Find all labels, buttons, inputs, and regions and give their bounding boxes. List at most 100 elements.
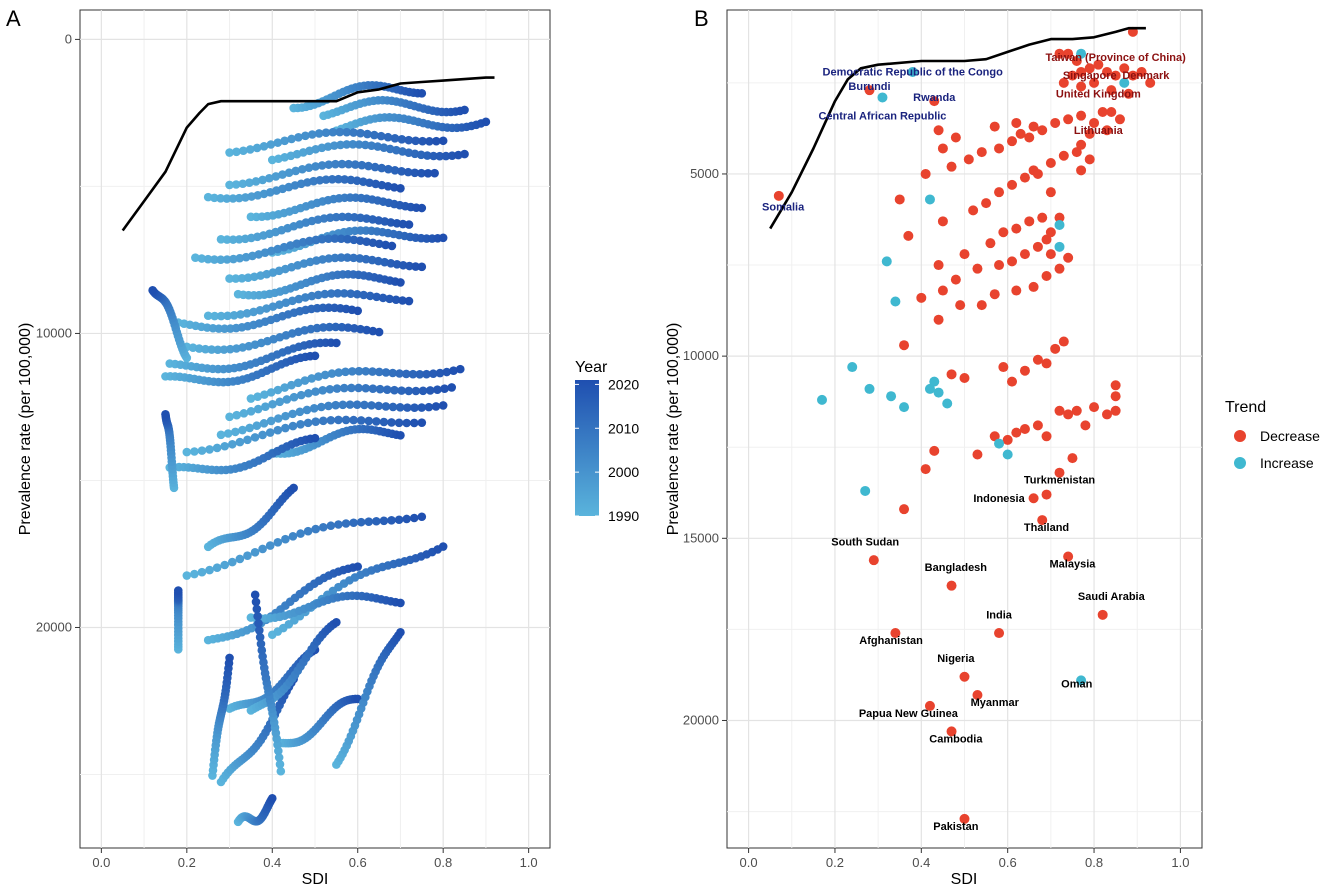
decrease-point: [1054, 467, 1065, 478]
decrease-point: [1041, 234, 1052, 245]
decrease-point: [1089, 77, 1100, 88]
frontier-line-b: [769, 26, 1146, 230]
decrease-point: [899, 504, 910, 515]
trajectory-point: [201, 344, 210, 354]
trajectory-point: [258, 430, 267, 440]
trajectory-point: [435, 368, 445, 378]
decrease-point: [1032, 168, 1043, 179]
decrease-point: [972, 263, 983, 274]
trajectory-point: [298, 164, 307, 174]
decrease-point: [946, 580, 957, 591]
country-label: Thailand: [1024, 522, 1069, 534]
trajectory-point: [449, 366, 458, 376]
trajectory-point: [438, 401, 448, 410]
decrease-point: [1050, 343, 1061, 354]
trajectory-point: [251, 597, 261, 607]
y-axis-title-b: Prevalence rate (per 100,000): [665, 323, 682, 536]
trajectory-point: [255, 626, 264, 635]
trajectory-point: [357, 160, 367, 170]
trajectory-point: [455, 364, 465, 374]
trajectory-point: [376, 131, 386, 141]
decrease-point: [1076, 81, 1087, 92]
trajectory-point: [460, 105, 469, 115]
trajectory-point: [411, 136, 420, 146]
trajectory-point: [396, 184, 405, 193]
legend-increase-label: Increase: [1260, 455, 1314, 471]
trajectory-point: [349, 415, 358, 425]
trajectory-point: [275, 397, 285, 407]
trajectory-point: [324, 160, 334, 169]
decrease-point: [998, 362, 1009, 373]
decrease-point: [998, 227, 1009, 238]
trajectory-point: [433, 385, 442, 395]
trajectory-point: [372, 292, 381, 302]
trajectory-point: [447, 151, 457, 161]
trajectory-point: [252, 421, 262, 431]
decrease-point: [1002, 434, 1013, 445]
trajectory-point: [191, 253, 200, 262]
decrease-point: [1041, 358, 1052, 369]
trajectory-point: [435, 151, 445, 161]
trajectory-point: [359, 290, 368, 300]
decrease-point: [937, 216, 948, 227]
trajectory-point: [312, 323, 322, 333]
trajectory-point: [481, 117, 491, 127]
trajectory-point: [205, 565, 214, 575]
trajectory-point: [235, 253, 245, 263]
decrease-point: [1114, 114, 1125, 125]
trajectory-point: [424, 402, 434, 412]
trajectory-point: [326, 289, 336, 298]
decrease-point: [1054, 263, 1065, 274]
x-tick-label: 1.0: [1171, 855, 1189, 870]
country-label: Taiwan (Province of China): [1045, 52, 1186, 64]
country-label: Afghanistan: [859, 635, 923, 647]
trajectory-point: [417, 512, 427, 522]
trajectory-point: [275, 759, 285, 769]
trajectory-point: [207, 345, 216, 354]
trajectory-point: [326, 521, 336, 531]
trajectory-point: [288, 421, 298, 431]
legend-year: Year 2020 2010 2000 1990: [575, 359, 639, 524]
trajectory-point: [305, 236, 314, 246]
trajectory-point: [379, 516, 389, 526]
country-label: Democratic Republic of the Congo: [823, 67, 1004, 79]
increase-point: [1054, 241, 1065, 252]
trajectory-point: [231, 427, 240, 437]
trajectory-point: [250, 590, 260, 600]
increase-point: [1076, 675, 1087, 686]
trajectory-point: [374, 239, 384, 249]
trajectory-point: [387, 516, 396, 525]
decrease-point: [1084, 128, 1095, 139]
trajectory-point: [317, 234, 327, 244]
increase-point: [924, 383, 935, 394]
trajectory-point: [377, 163, 387, 173]
trajectory-point: [273, 538, 283, 547]
y-tick-label: 10000: [36, 325, 72, 340]
decrease-point: [946, 369, 957, 380]
trajectory-point: [361, 366, 371, 376]
trajectory-point: [401, 369, 411, 379]
trajectory-point: [460, 149, 469, 159]
decrease-point: [1097, 107, 1108, 118]
trajectory-point: [251, 177, 261, 186]
trajectory-point: [287, 134, 296, 144]
decrease-point: [920, 168, 931, 179]
trajectory-point: [212, 563, 222, 572]
trajectory-point: [254, 619, 263, 628]
trajectory-point: [253, 404, 263, 414]
trajectory-point: [370, 162, 380, 172]
trajectory-point: [334, 368, 344, 377]
trajectory-point: [197, 254, 207, 263]
trajectory-point: [340, 175, 349, 184]
trajectory-point: [362, 237, 371, 246]
trajectory-point: [349, 235, 359, 245]
trajectory-point: [337, 159, 347, 169]
decrease-point: [994, 187, 1005, 198]
x-tick-label: 0.4: [912, 855, 930, 870]
trajectory-point: [394, 515, 404, 525]
trajectory-point: [231, 274, 241, 283]
trajectory-point: [397, 166, 406, 176]
decrease-point: [963, 154, 974, 165]
trajectory-point: [430, 168, 439, 178]
decrease-point: [946, 161, 957, 172]
